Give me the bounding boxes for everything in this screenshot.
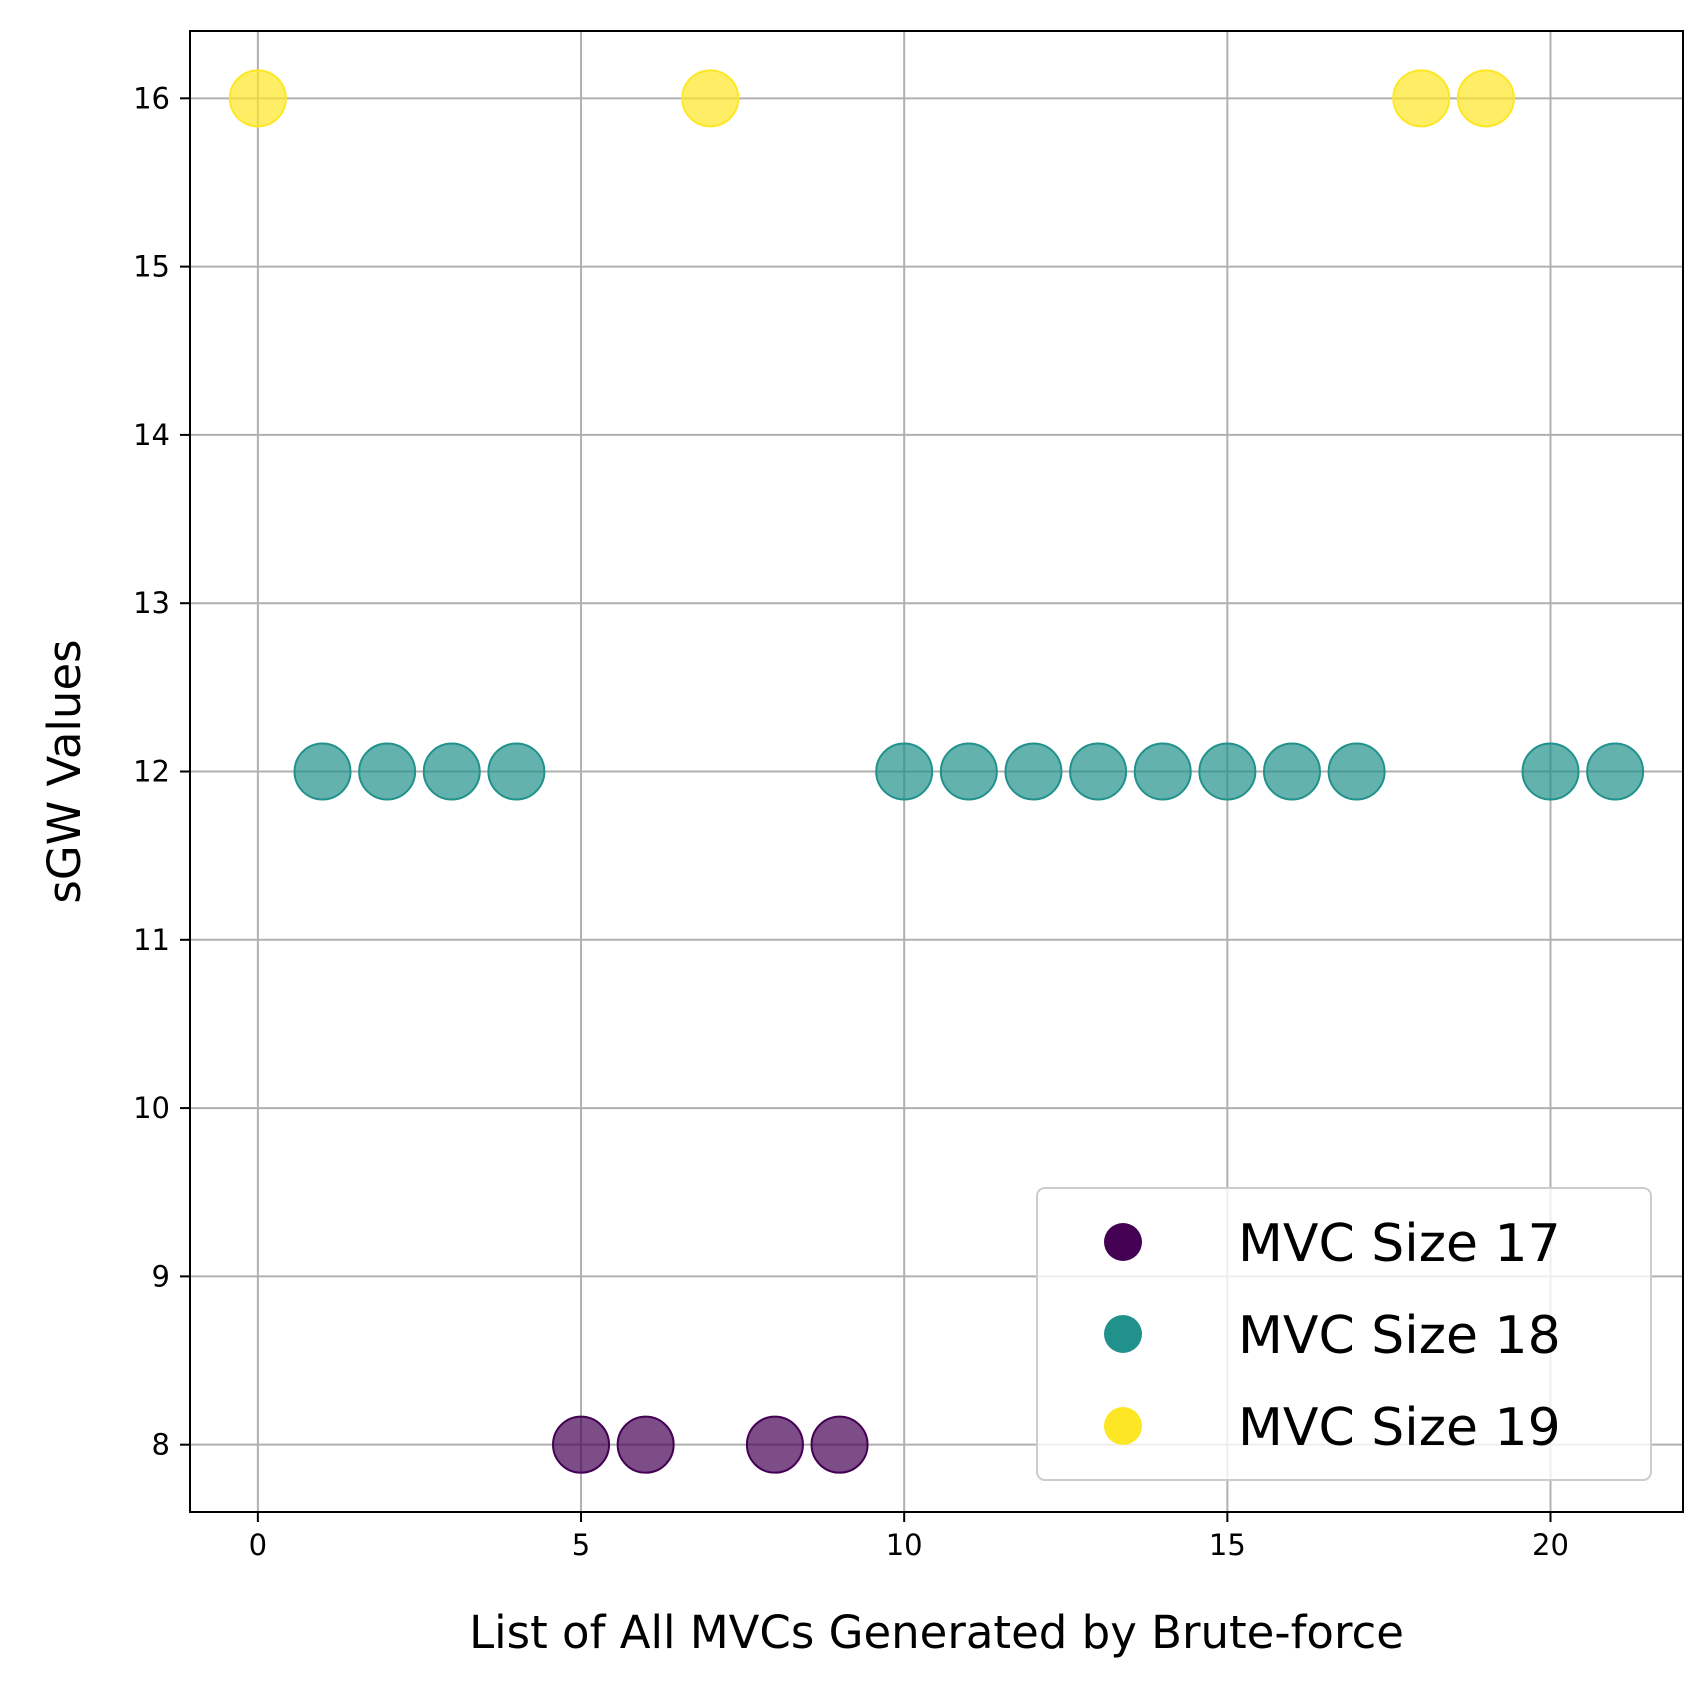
y-tick-label: 8 xyxy=(152,1428,170,1462)
x-tick-label: 5 xyxy=(572,1528,590,1562)
legend-label: MVC Size 19 xyxy=(1238,1398,1561,1458)
x-tick-label: 0 xyxy=(249,1528,267,1562)
data-point xyxy=(875,742,934,801)
data-point xyxy=(616,1415,675,1474)
y-tick-label: 9 xyxy=(152,1259,170,1293)
axis-ticks: 0 5 10 15 20 8 9 10 11 12 13 14 15 16 xyxy=(133,81,1569,1562)
x-tick-label: 20 xyxy=(1532,1528,1569,1562)
data-point xyxy=(1069,742,1128,801)
data-point xyxy=(228,69,287,128)
y-tick-label: 16 xyxy=(133,81,170,115)
legend-box xyxy=(1036,1187,1652,1481)
legend-label: MVC Size 18 xyxy=(1238,1306,1561,1366)
data-point xyxy=(1133,742,1192,801)
legend-marker xyxy=(1104,1223,1142,1261)
data-point xyxy=(1004,742,1063,801)
data-point xyxy=(1327,742,1386,801)
legend: MVC Size 17 MVC Size 18 MVC Size 19 xyxy=(1036,1187,1652,1481)
data-point xyxy=(1521,742,1580,801)
y-tick-label: 15 xyxy=(133,250,170,284)
y-axis-label: sGW Values xyxy=(38,639,91,903)
data-point xyxy=(745,1415,804,1474)
data-points xyxy=(228,69,1645,1474)
y-tick-label: 11 xyxy=(133,923,170,957)
data-point xyxy=(552,1415,611,1474)
data-point xyxy=(422,742,481,801)
y-tick-label: 14 xyxy=(133,418,170,452)
data-point xyxy=(681,69,740,128)
legend-marker xyxy=(1104,1315,1142,1353)
x-tick-label: 10 xyxy=(886,1528,923,1562)
data-point xyxy=(293,742,352,801)
data-point xyxy=(1392,69,1451,128)
y-tick-label: 13 xyxy=(133,586,170,620)
data-point xyxy=(1198,742,1257,801)
x-axis-label: List of All MVCs Generated by Brute-forc… xyxy=(469,1606,1404,1659)
data-point xyxy=(939,742,998,801)
legend-label: MVC Size 17 xyxy=(1238,1214,1561,1274)
data-point xyxy=(358,742,417,801)
data-point xyxy=(1456,69,1515,128)
data-point xyxy=(487,742,546,801)
x-tick-label: 15 xyxy=(1209,1528,1246,1562)
y-tick-label: 10 xyxy=(133,1091,170,1125)
y-tick-label: 12 xyxy=(133,755,170,789)
data-point xyxy=(810,1415,869,1474)
data-point xyxy=(1262,742,1321,801)
legend-marker xyxy=(1104,1407,1142,1445)
data-point xyxy=(1586,742,1645,801)
